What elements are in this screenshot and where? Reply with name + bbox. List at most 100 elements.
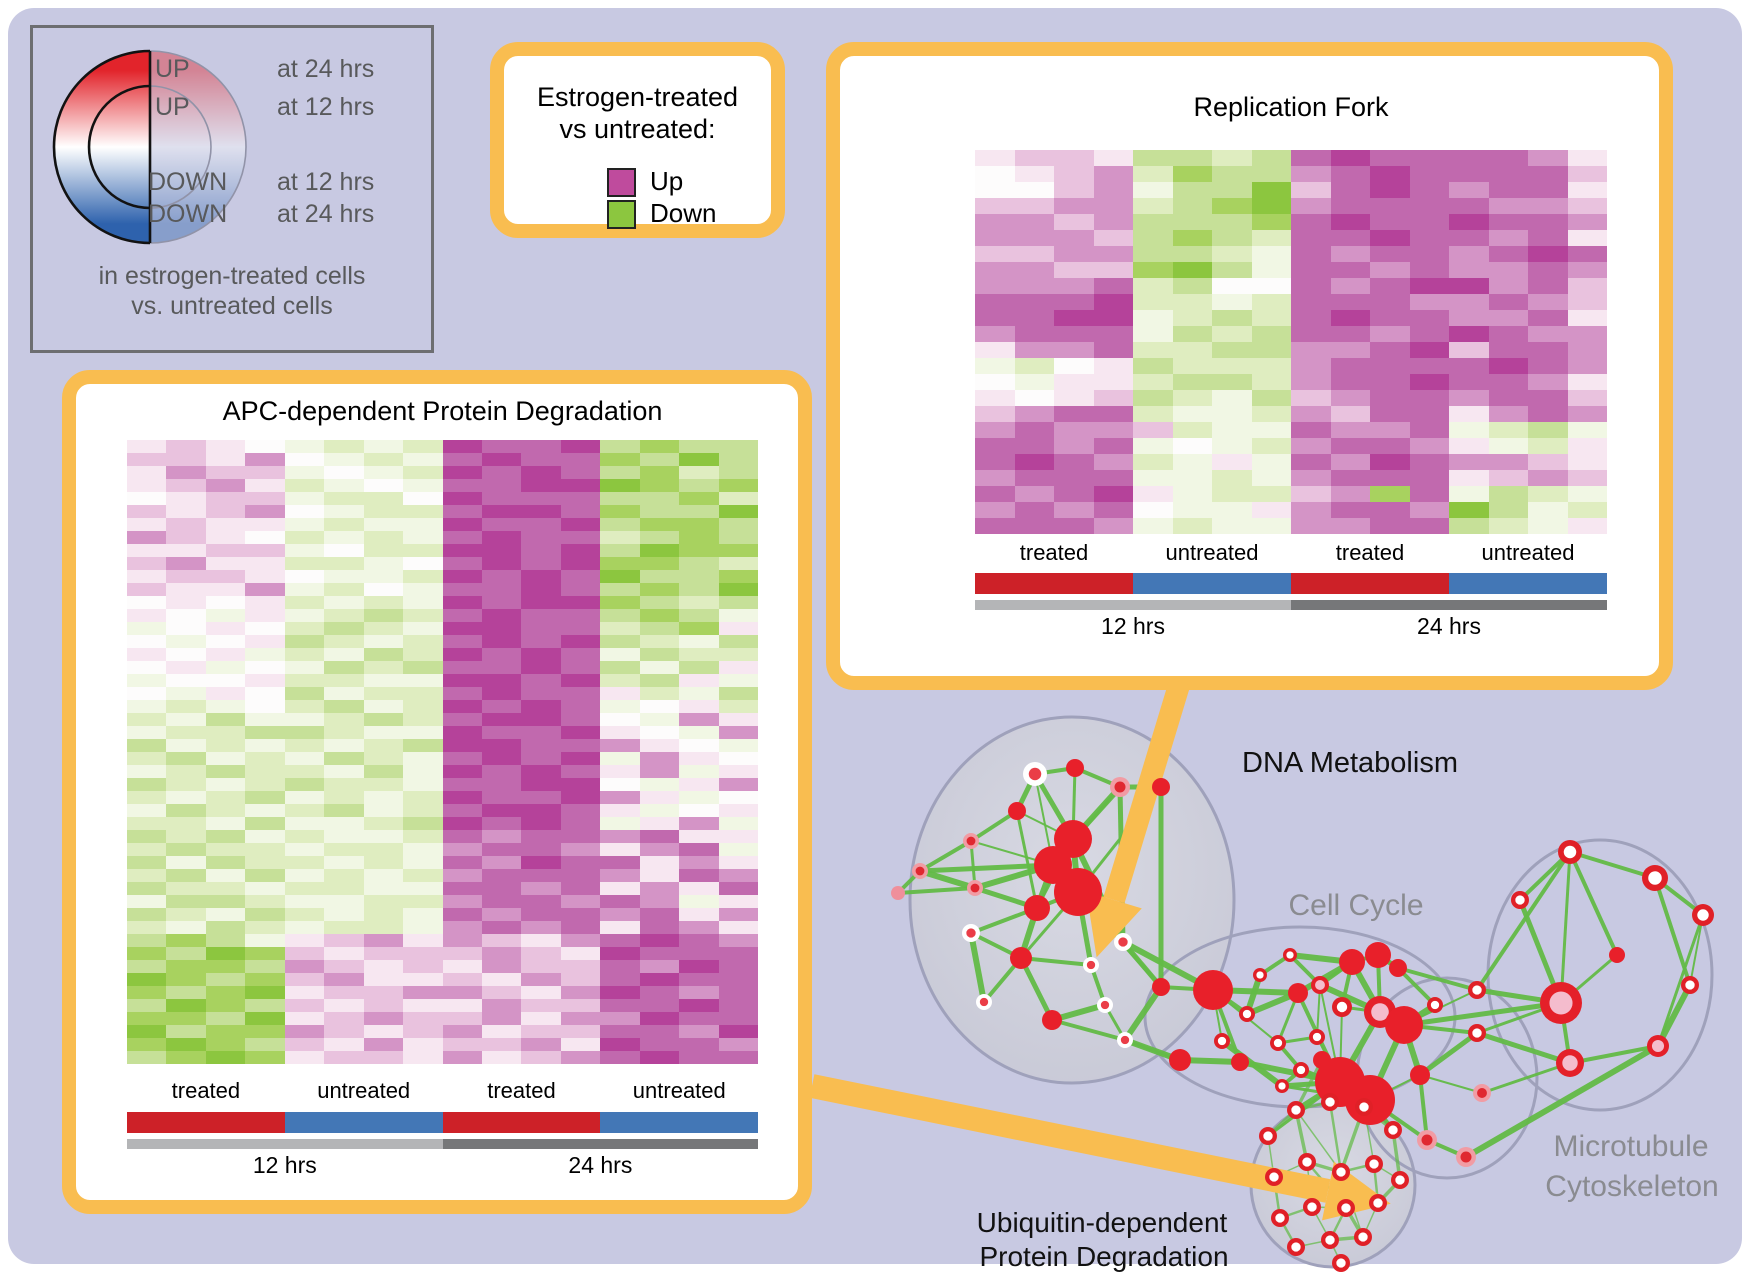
heatmap-cell bbox=[442, 804, 482, 817]
heatmap-cell bbox=[679, 544, 719, 557]
heatmap-cell bbox=[284, 986, 325, 999]
heatmap-cell bbox=[1370, 342, 1410, 358]
heatmap-cell bbox=[1409, 406, 1449, 422]
heatmap-cell bbox=[363, 1051, 404, 1064]
heatmap-cell bbox=[166, 492, 206, 505]
heatmap-cell bbox=[363, 921, 404, 934]
heatmap-cell bbox=[1449, 518, 1489, 534]
heatmap-cell bbox=[1014, 486, 1054, 502]
heatmap-cell bbox=[600, 531, 640, 544]
heatmap-cell bbox=[363, 817, 404, 830]
heatmap-row bbox=[127, 570, 758, 583]
heatmap-cell bbox=[560, 778, 601, 791]
heatmap-row bbox=[127, 713, 758, 726]
heatmap-cell bbox=[679, 479, 719, 492]
heatmap-cell bbox=[127, 973, 167, 986]
heatmap-cell bbox=[1212, 230, 1252, 246]
heatmap-cell bbox=[1330, 342, 1370, 358]
heatmap-cell bbox=[1528, 166, 1568, 182]
heatmap-row bbox=[127, 804, 758, 817]
heatmap-cell bbox=[127, 687, 167, 700]
heatmap-cell bbox=[1567, 502, 1607, 518]
heatmap-cell bbox=[481, 713, 522, 726]
heatmap-cell bbox=[205, 596, 246, 609]
heatmap-cell bbox=[245, 544, 285, 557]
heatmap-cell bbox=[521, 453, 561, 466]
heatmap-cell bbox=[1054, 390, 1094, 406]
heatmap-cell bbox=[403, 492, 443, 505]
heatmap-cell bbox=[363, 479, 404, 492]
heatmap-cell bbox=[718, 726, 758, 739]
heatmap-cell bbox=[324, 700, 364, 713]
heatmap-cell bbox=[560, 869, 601, 882]
group-label-treated-0: treated bbox=[171, 1078, 241, 1103]
heatmap-cell bbox=[1054, 518, 1094, 534]
heatmap-cell bbox=[560, 817, 601, 830]
heatmap-cell bbox=[639, 492, 680, 505]
heatmap-cell bbox=[245, 609, 285, 622]
heatmap-cell bbox=[166, 648, 206, 661]
heatmap-cell bbox=[1014, 342, 1054, 358]
heatmap-cell bbox=[166, 856, 206, 869]
heatmap-cell bbox=[679, 440, 719, 453]
heatmap-cell bbox=[1567, 326, 1607, 342]
heatmap-cell bbox=[1291, 214, 1331, 230]
heatmap-cell bbox=[1133, 502, 1173, 518]
heatmap-cell bbox=[284, 518, 325, 531]
treated-bar-2 bbox=[1291, 573, 1449, 594]
heatmap-cell bbox=[560, 804, 601, 817]
heatmap-cell bbox=[403, 531, 443, 544]
heatmap-cell bbox=[560, 661, 601, 674]
heatmap-cell bbox=[600, 1038, 640, 1051]
heatmap-cell bbox=[284, 1051, 325, 1064]
heatmap-cell bbox=[639, 960, 680, 973]
heatmap-cell bbox=[679, 453, 719, 466]
ring-inner-left-arc bbox=[87, 84, 151, 210]
heatmap-cell bbox=[1370, 422, 1410, 438]
heatmap-cell bbox=[1212, 310, 1252, 326]
heatmap-cell bbox=[1093, 422, 1133, 438]
heatmap-cell bbox=[481, 726, 522, 739]
ring-time-24-outer: at 24 hrs bbox=[277, 55, 375, 83]
group-label-untreated-1: untreated bbox=[317, 1078, 411, 1103]
heatmap-row bbox=[975, 150, 1607, 166]
heatmap-cell bbox=[975, 470, 1015, 486]
heatmap-cell bbox=[639, 882, 680, 895]
heatmap-cell bbox=[1528, 278, 1568, 294]
heatmap-cell bbox=[166, 921, 206, 934]
heatmap-cell bbox=[600, 713, 640, 726]
heatmap-cell bbox=[205, 505, 246, 518]
heatmap-cell bbox=[324, 869, 364, 882]
heatmap-cell bbox=[521, 518, 561, 531]
heatmap-cell bbox=[639, 622, 680, 635]
heatmap-cell bbox=[718, 583, 758, 596]
heatmap-cell bbox=[127, 570, 167, 583]
heatmap-cell bbox=[284, 843, 325, 856]
heatmap-row bbox=[127, 739, 758, 752]
heatmap-cell bbox=[1172, 214, 1212, 230]
heatmap-cell bbox=[1133, 246, 1173, 262]
heatmap-cell bbox=[481, 817, 522, 830]
heatmap-cell bbox=[324, 687, 364, 700]
heatmap-cell bbox=[1014, 454, 1054, 470]
heatmap-cell bbox=[718, 817, 758, 830]
heatmap-cell bbox=[600, 492, 640, 505]
heatmap-cell bbox=[679, 726, 719, 739]
heatmap-cell bbox=[205, 908, 246, 921]
heatmap-cell bbox=[600, 973, 640, 986]
heatmap-cell bbox=[1528, 502, 1568, 518]
heatmap-cell bbox=[245, 921, 285, 934]
heatmap-cell bbox=[205, 999, 246, 1012]
heatmap-cell bbox=[245, 999, 285, 1012]
heatmap-cell bbox=[718, 557, 758, 570]
heatmap-cell bbox=[166, 869, 206, 882]
heatmap-cell bbox=[718, 466, 758, 479]
heatmap-cell bbox=[245, 479, 285, 492]
heatmap-cell bbox=[521, 1025, 561, 1038]
ring-legend-box bbox=[30, 25, 434, 353]
heatmap-cell bbox=[284, 817, 325, 830]
heatmap-cell bbox=[324, 804, 364, 817]
heatmap-cell bbox=[324, 544, 364, 557]
heatmap-cell bbox=[521, 505, 561, 518]
heatmap-cell bbox=[127, 440, 167, 453]
